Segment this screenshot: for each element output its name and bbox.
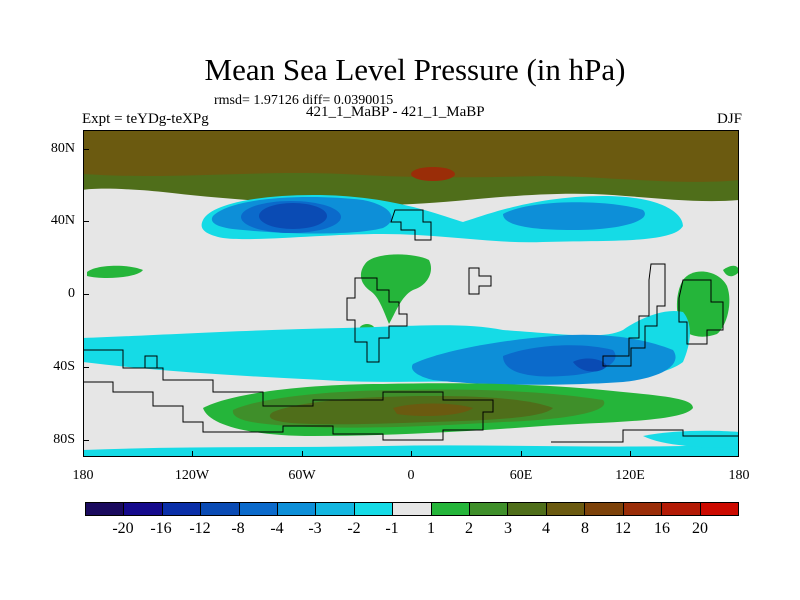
lat-label-40n: 40N xyxy=(50,213,75,228)
coastline-overlay xyxy=(83,209,739,443)
africa-positive-patch xyxy=(360,254,432,324)
colorbar-swatch xyxy=(585,503,624,515)
axis-tick xyxy=(83,294,89,295)
colorbar-label: -3 xyxy=(308,520,322,537)
colorbar-label: 16 xyxy=(654,520,670,537)
colorbar-swatch xyxy=(431,503,471,515)
lon-label-120e: 120E xyxy=(615,468,645,483)
lon-label-60w: 60W xyxy=(288,468,316,483)
axis-tick xyxy=(521,451,522,457)
colorbar-swatch xyxy=(546,503,586,515)
colorbar-label: -16 xyxy=(150,520,172,537)
south-positive-band-peak xyxy=(393,403,473,416)
map-plot-area xyxy=(83,130,739,457)
colorbar-label: -4 xyxy=(270,520,284,537)
lon-label-120w: 120W xyxy=(174,468,210,483)
colorbar-label: -20 xyxy=(112,520,134,537)
colorbar-swatch xyxy=(201,503,240,515)
arctic-high-core xyxy=(411,167,455,181)
antarctic-negative-strip xyxy=(83,441,739,457)
colorbar-label: 12 xyxy=(615,520,631,537)
axis-tick xyxy=(411,451,412,457)
axis-tick xyxy=(630,451,631,457)
map-contours xyxy=(83,130,739,457)
lon-label-0: 0 xyxy=(407,468,415,483)
atlantic-positive-streak xyxy=(87,265,143,278)
colorbar-label: 8 xyxy=(581,520,589,537)
axis-tick xyxy=(83,440,89,441)
axis-tick xyxy=(83,367,89,368)
axis-tick xyxy=(302,451,303,457)
axis-tick xyxy=(83,221,89,222)
lat-label-80s: 80S xyxy=(53,432,75,447)
colorbar-label: 1 xyxy=(427,520,435,537)
colorbar-label: -8 xyxy=(231,520,245,537)
colorbar-swatch xyxy=(662,503,701,515)
north-strong-positive-band xyxy=(83,130,739,182)
south-indian-low-core xyxy=(573,358,607,372)
colorbar-swatch xyxy=(623,503,663,515)
colorbar xyxy=(85,502,739,516)
colorbar-swatch xyxy=(316,503,355,515)
lat-label-40s: 40S xyxy=(53,359,75,374)
lat-label-0: 0 xyxy=(68,286,75,301)
lon-label-180e: 180 xyxy=(728,468,750,483)
colorbar-swatch xyxy=(124,503,163,515)
colorbar-label: -1 xyxy=(385,520,399,537)
colorbar-swatch xyxy=(354,503,394,515)
colorbar-swatch xyxy=(470,503,509,515)
colorbar-swatch xyxy=(393,503,432,515)
dateline-positive-streak xyxy=(723,265,739,277)
axis-tick xyxy=(192,451,193,457)
colorbar-label: 4 xyxy=(542,520,550,537)
colorbar-swatch xyxy=(86,503,125,515)
season-label: DJF xyxy=(716,111,742,127)
experiment-label: Expt = teYDg-teXPg xyxy=(82,111,209,127)
colorbar-swatch xyxy=(278,503,317,515)
colorbar-label: 20 xyxy=(692,520,708,537)
colorbar-label: 2 xyxy=(465,520,473,537)
lat-label-80n: 80N xyxy=(50,141,75,156)
colorbar-swatch xyxy=(239,503,279,515)
maritime-positive-patch xyxy=(676,271,730,337)
colorbar-swatch xyxy=(162,503,202,515)
case-label: 421_1_MaBP - 421_1_MaBP xyxy=(306,104,485,120)
map-title: Mean Sea Level Pressure (in hPa) xyxy=(204,52,626,87)
colorbar-label: -12 xyxy=(189,520,211,537)
rmsd-diff-label: rmsd= 1.97126 diff= 0.0390015 xyxy=(214,93,394,108)
colorbar-label: 3 xyxy=(504,520,512,537)
east-antarctic-negative-patch xyxy=(643,430,739,448)
colorbar-label: -2 xyxy=(347,520,361,537)
axis-tick xyxy=(83,149,89,150)
lon-label-180w: 180 xyxy=(72,468,94,483)
lon-label-60e: 60E xyxy=(509,468,533,483)
colorbar-swatch xyxy=(508,503,547,515)
colorbar-swatch xyxy=(700,503,738,515)
north-pacific-low-core xyxy=(259,203,327,229)
